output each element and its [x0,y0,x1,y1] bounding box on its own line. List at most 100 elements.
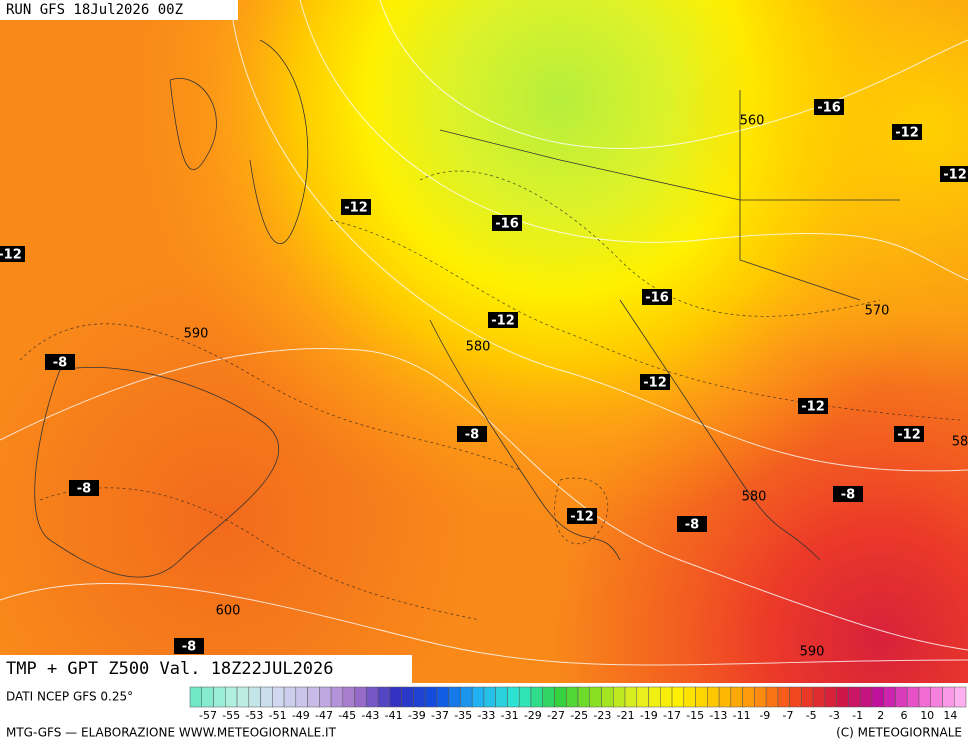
temperature-label: -12 [940,166,968,183]
temperature-label: -12 [798,398,828,415]
temperature-label: -12 [892,124,922,141]
scale-label: -37 [431,709,449,722]
temperature-label: -12 [567,508,597,525]
color-swatch [213,686,226,708]
temperature-label: -8 [174,638,204,655]
color-swatch [601,686,614,708]
geopotential-label: 570 [865,304,890,319]
scale-label: 14 [943,709,957,722]
temperature-text: -8 [841,488,855,503]
color-swatch [225,686,238,708]
color-swatch [436,686,449,708]
scale-label: -13 [709,709,727,722]
color-swatch [530,686,543,708]
color-swatch [754,686,767,708]
label-box [640,374,670,390]
label-box [940,166,968,182]
color-swatch [260,686,273,708]
temperature-text: -12 [344,201,368,216]
temperature-label: -8 [833,486,863,503]
color-swatch [836,686,849,708]
color-swatch [730,686,743,708]
isotherms [19,170,961,621]
label-box [833,486,863,502]
color-swatch [824,686,837,708]
scale-label: -19 [640,709,658,722]
color-swatch [660,686,673,708]
temperature-label: -16 [642,289,672,306]
temperature-label: -12 [894,426,924,443]
color-swatch [895,686,908,708]
color-swatch [507,686,520,708]
scale-label: -57 [199,709,217,722]
scale-label: -41 [385,709,403,722]
scale-label: -55 [222,709,240,722]
scale-label: -47 [315,709,333,722]
label-box [0,246,25,262]
temperature-label: -16 [814,99,844,116]
color-swatch [201,686,214,708]
scale-label: -29 [524,709,542,722]
label-box [892,124,922,140]
scale-label: -33 [477,709,495,722]
scale-label: -5 [806,709,817,722]
color-swatch [930,686,943,708]
title-box [0,655,412,683]
temperature-text: -16 [495,217,519,232]
temperature-text: -8 [77,482,91,497]
temperature-text: -8 [465,428,479,443]
color-swatch [565,686,579,708]
geopotential-label: 580 [742,490,767,505]
scale-label: -49 [292,709,310,722]
scale-label: -45 [338,709,356,722]
color-swatch [272,686,285,708]
scale-label: -35 [454,709,472,722]
color-swatch [812,686,826,708]
scale-label: -21 [617,709,635,722]
label-box [677,516,707,532]
run-box [0,0,238,20]
color-swatch [883,686,896,708]
temperature-text: -12 [897,428,921,443]
temperature-text: -12 [643,376,667,391]
color-swatch [554,686,567,708]
color-swatch [366,686,379,708]
temperature-label: -8 [457,426,487,443]
scale-label: -39 [408,709,426,722]
geopotential-label: 590 [184,327,209,342]
color-swatch [801,686,814,708]
label-box [341,199,371,215]
color-swatch [330,686,344,708]
color-swatch [613,686,626,708]
temperature-text: -8 [53,356,67,371]
scale-label: -51 [269,709,287,722]
color-swatch [319,686,332,708]
label-box [814,99,844,115]
color-swatch [648,686,661,708]
temperature-text: -8 [685,518,699,533]
color-swatch [389,686,402,708]
temperature-text: -12 [570,510,594,525]
color-swatch [542,686,555,708]
color-swatch [848,686,861,708]
scale-label: -9 [759,709,770,722]
source-label: DATI NCEP GFS 0.25° [6,690,133,704]
color-swatch [577,686,591,708]
scale-label: 6 [901,709,908,722]
color-swatch [589,686,602,708]
color-swatch [918,686,931,708]
footer-left: MTG-GFS — ELABORAZIONE WWW.METEOGIORNALE… [6,726,337,740]
color-swatch [189,686,203,708]
temperature-label: -8 [69,480,99,497]
label-box [488,312,518,328]
scale-label: -1 [852,709,863,722]
scale-label: -11 [733,709,751,722]
label-box [457,426,487,442]
temperature-label: -8 [45,354,75,371]
temperature-text: -12 [0,248,22,263]
scale-label: 2 [877,709,884,722]
temperature-label: -12 [0,246,25,263]
color-swatch [906,686,920,708]
footer-right: (C) METEOGIORNALE [836,726,962,740]
